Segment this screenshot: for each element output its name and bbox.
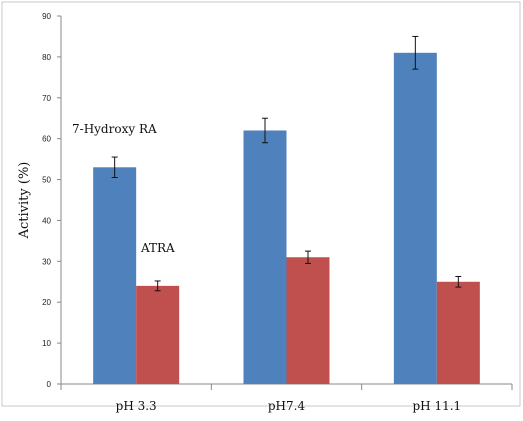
x-category-label: pH 3.3 <box>116 399 157 413</box>
y-tick-label: 30 <box>42 257 51 266</box>
y-tick-label: 40 <box>42 216 51 225</box>
x-category-label: pH7.4 <box>268 399 306 413</box>
x-axis-categories: pH 3.3 pH7.4 pH 11.1 <box>60 384 513 413</box>
bar-atra <box>136 285 180 384</box>
x-category-label: pH 11.1 <box>412 399 461 413</box>
error-bar <box>262 117 268 144</box>
bar-atra <box>286 257 330 384</box>
error-bar <box>111 156 118 179</box>
y-tick-label: 60 <box>42 135 51 144</box>
series-label-7-hydroxy-ra: 7-Hydroxy RA <box>72 122 157 136</box>
y-axis-label: Activity (%) <box>17 162 32 240</box>
y-tick-label: 90 <box>42 12 51 21</box>
error-bars <box>111 35 462 292</box>
bar-hydroxy-ra <box>393 52 437 385</box>
y-tick-label: 0 <box>47 380 52 389</box>
y-tick-label: 80 <box>42 53 51 62</box>
error-bar <box>412 35 419 70</box>
bar-hydroxy-ra <box>243 130 287 384</box>
series-label-atra: ATRA <box>140 241 175 255</box>
bar-hydroxy-ra <box>93 167 137 384</box>
bars <box>93 52 480 385</box>
error-bar <box>305 250 311 264</box>
y-tick-label: 20 <box>42 298 51 307</box>
y-axis-ticks: 0 10 20 30 40 50 60 70 80 90 <box>42 12 61 389</box>
error-bar <box>154 280 161 292</box>
y-tick-label: 70 <box>42 94 51 103</box>
bar-atra <box>436 281 480 384</box>
y-tick-label: 10 <box>42 339 51 348</box>
y-tick-label: 50 <box>42 176 51 185</box>
error-bar <box>455 275 462 288</box>
chart-frame <box>1 1 521 407</box>
